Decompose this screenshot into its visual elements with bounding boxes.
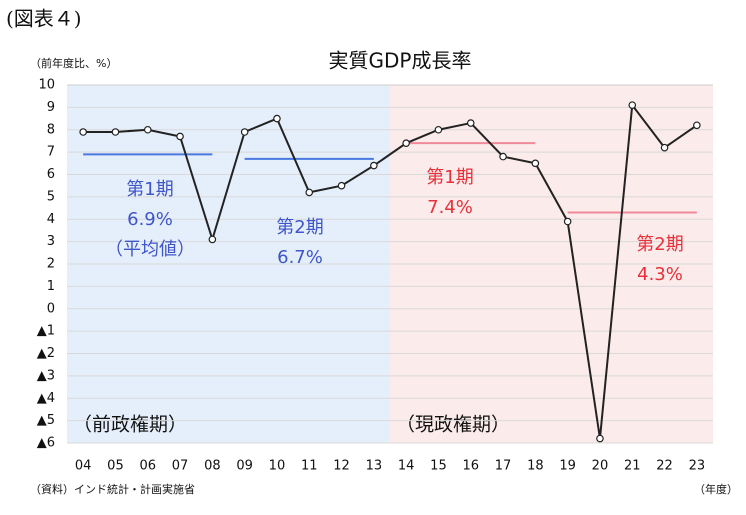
x-tick-label: 11 [301, 459, 318, 474]
y-tick-label: ▲1 [37, 324, 55, 339]
region-label: （現政権期） [396, 414, 510, 436]
x-tick-label: 23 [689, 459, 706, 474]
y-tick-label: 10 [38, 78, 55, 93]
data-point [660, 143, 669, 152]
average-label: 7.4% [427, 197, 473, 218]
x-tick-label: 07 [172, 459, 189, 474]
average-name: 第2期 [636, 234, 683, 255]
y-axis-label: （前年度比、%） [30, 56, 117, 70]
y-tick-label: 9 [47, 100, 55, 115]
chart-title: 実質GDP成長率 [329, 49, 472, 73]
y-tick-label: 1 [47, 279, 55, 294]
source: （資料）インド統計・計画実施省 [30, 482, 195, 496]
average-label: 6.9% [127, 209, 173, 230]
data-point [402, 139, 410, 147]
data-point [240, 128, 249, 136]
y-tick-label: 6 [47, 167, 55, 182]
x-tick-label: 15 [430, 459, 447, 474]
x-tick-label: 13 [366, 459, 383, 474]
x-tick-label: 10 [269, 459, 286, 474]
data-line [83, 102, 698, 439]
x-tick-label: 09 [236, 459, 253, 474]
y-tick-label: 4 [47, 212, 55, 227]
data-point [693, 121, 701, 130]
x-tick-label: 14 [398, 459, 415, 474]
x-tick-label: 22 [656, 459, 673, 474]
x-tick-label: 20 [592, 459, 609, 474]
x-tick-label: 18 [527, 459, 544, 474]
average-label: 6.7% [277, 247, 323, 268]
data-point [337, 181, 346, 190]
x-tick-label: 21 [624, 459, 641, 474]
data-point [628, 101, 637, 109]
x-tick-label: 16 [462, 459, 479, 474]
y-tick-label: 3 [47, 234, 55, 249]
x-tick-label: 08 [204, 459, 221, 474]
y-tick-label: ▲4 [37, 391, 55, 406]
x-tick-label: 19 [559, 459, 576, 474]
data-point [434, 125, 443, 134]
x-tick-label: 04 [75, 459, 92, 474]
data-point [499, 152, 507, 161]
y-tick-label: 8 [47, 122, 55, 137]
y-tick-label: ▲6 [37, 436, 55, 451]
data-point [370, 161, 378, 170]
data-point [208, 235, 217, 244]
average-note: （平均値） [105, 239, 195, 260]
data-point [563, 217, 572, 226]
y-tick-label: ▲5 [37, 413, 55, 428]
figure-label: (図表４) [6, 7, 82, 31]
y-tick-label: 7 [47, 145, 55, 160]
data-point [143, 125, 152, 134]
average-label: 4.3% [637, 264, 683, 285]
data-point [531, 159, 540, 168]
data-point [79, 128, 87, 136]
data-point [273, 114, 281, 123]
data-point [176, 132, 184, 141]
y-tick-label: ▲3 [37, 368, 55, 383]
x-axis-label: （年度） [694, 482, 738, 496]
average-name: 第1期 [126, 179, 173, 200]
x-tick-label: 17 [495, 459, 512, 474]
data-point [111, 128, 120, 136]
data-point [305, 188, 314, 197]
y-tick-label: 5 [47, 189, 55, 204]
average-name: 第2期 [276, 217, 323, 238]
y-tick-label: 2 [47, 257, 55, 272]
x-tick-label: 05 [107, 459, 124, 474]
x-tick-label: 12 [333, 459, 350, 474]
average-name: 第1期 [426, 167, 473, 188]
region-label: （前政権期） [73, 414, 187, 436]
data-point [596, 434, 604, 443]
y-tick-label: ▲2 [37, 346, 55, 361]
x-tick-label: 06 [139, 459, 156, 474]
data-point [466, 119, 475, 127]
y-tick-label: 0 [47, 301, 55, 316]
